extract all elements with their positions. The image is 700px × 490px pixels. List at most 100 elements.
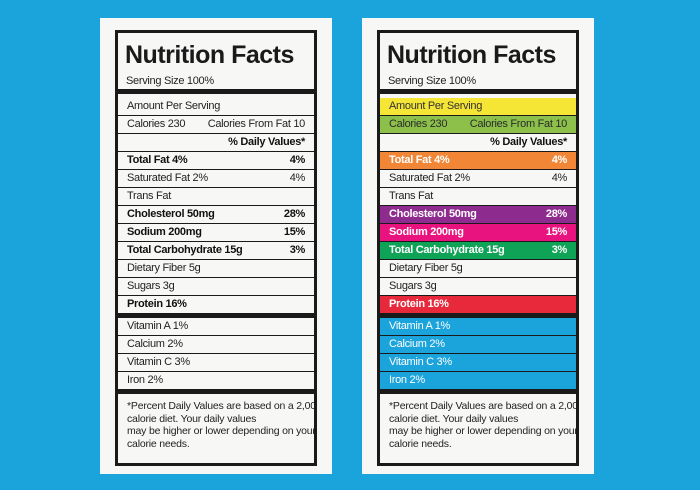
row-label: Amount Per Serving [389, 100, 483, 112]
row-label: Calories 230 [127, 118, 186, 130]
row-value: % Daily Values* [228, 136, 305, 148]
row-label: Vitamin C 3% [389, 356, 452, 368]
serving-size: Serving Size 100% [126, 75, 214, 87]
footnote-line: *Percent Daily Values are based on a 2,0… [389, 400, 579, 412]
row-label: Cholesterol 50mg [127, 208, 215, 220]
row-label: Calcium 2% [389, 338, 445, 350]
row-label: Protein 16% [389, 298, 449, 310]
thick-divider [380, 89, 576, 94]
nutrition-label-colored: Nutrition Facts Serving Size 100% Amount P… [377, 30, 579, 466]
label-title: Nutrition Facts [387, 41, 556, 69]
label-title: Nutrition Facts [125, 41, 294, 69]
row-label: Dietary Fiber 5g [127, 262, 201, 274]
footnote-line: calorie diet. Your daily values [389, 412, 519, 425]
nutrient-row: Protein 16% [118, 296, 314, 313]
colored-nutrition-card: Nutrition Facts Serving Size 100% Amount P… [362, 18, 594, 474]
nutrient-row: Sodium 200mg 15% [118, 224, 314, 242]
row-value: 4% [551, 154, 568, 166]
thick-divider [380, 389, 576, 394]
row-value: % Daily Values* [490, 136, 567, 148]
row-value: 28% [283, 208, 305, 220]
nutrient-row: Calories 230 Calories From Fat 10 [380, 116, 576, 134]
row-label: Vitamin A 1% [389, 320, 451, 332]
nutrient-row: Dietary Fiber 5g [380, 260, 576, 278]
nutrient-row: Total Fat 4% 4% [380, 152, 576, 170]
row-label: Calories 230 [389, 118, 448, 130]
row-value: 4% [551, 172, 568, 184]
vitamin-row: Calcium 2% [118, 336, 314, 354]
row-value: 15% [283, 226, 305, 238]
nutrient-row: Cholesterol 50mg 28% [380, 206, 576, 224]
row-label: Total Fat 4% [389, 154, 450, 166]
row-label: Saturated Fat 2% [127, 172, 208, 184]
row-label: Total Carbohydrate 15g [127, 244, 243, 256]
footnote: *Percent Daily Values are based on a 2,0… [118, 394, 314, 450]
nutrient-row: Sugars 3g [380, 278, 576, 296]
vitamin-row: Iron 2% [380, 372, 576, 389]
nutrient-row: % Daily Values* [118, 134, 314, 152]
nutrition-label-plain: Nutrition Facts Serving Size 100% Amount P… [115, 30, 317, 466]
row-label: Saturated Fat 2% [389, 172, 470, 184]
nutrient-row: Sugars 3g [118, 278, 314, 296]
row-label: Trans Fat [127, 190, 171, 202]
footnote-line: calorie diet. Your daily values [127, 412, 257, 425]
row-label: Protein 16% [127, 298, 187, 310]
row-value: 15% [545, 226, 567, 238]
nutrient-row: Calories 230 Calories From Fat 10 [118, 116, 314, 134]
nutrient-row: Total Carbohydrate 15g 3% [380, 242, 576, 260]
nutrient-row: Total Fat 4% 4% [118, 152, 314, 170]
nutrient-row: Sodium 200mg 15% [380, 224, 576, 242]
thick-divider [118, 89, 314, 94]
row-value: Calories From Fat 10 [207, 118, 306, 130]
thick-divider [118, 313, 314, 318]
row-label: Total Carbohydrate 15g [389, 244, 505, 256]
nutrient-row: Saturated Fat 2% 4% [118, 170, 314, 188]
nutrient-row: Amount Per Serving [380, 98, 576, 116]
footnote-line: *Percent Daily Values are based on a 2,0… [127, 400, 317, 412]
row-value: 3% [289, 244, 306, 256]
vitamin-row: Vitamin A 1% [118, 318, 314, 336]
row-label: Iron 2% [389, 374, 425, 386]
row-label: Sodium 200mg [127, 226, 202, 238]
nutrient-row: Protein 16% [380, 296, 576, 313]
vitamin-row: Iron 2% [118, 372, 314, 389]
thick-divider [118, 389, 314, 394]
footnote: *Percent Daily Values are based on a 2,0… [380, 394, 576, 450]
thick-divider [380, 313, 576, 318]
nutrient-row: Saturated Fat 2% 4% [380, 170, 576, 188]
row-label: Dietary Fiber 5g [389, 262, 463, 274]
serving-size: Serving Size 100% [388, 75, 476, 87]
row-value: 4% [289, 154, 306, 166]
row-label: Trans Fat [389, 190, 433, 202]
vitamin-row: Vitamin C 3% [118, 354, 314, 372]
row-value: 28% [545, 208, 567, 220]
row-label: Iron 2% [127, 374, 163, 386]
nutrient-row: Cholesterol 50mg 28% [118, 206, 314, 224]
nutrient-row: Trans Fat [118, 188, 314, 206]
nutrient-row: Total Carbohydrate 15g 3% [118, 242, 314, 260]
row-label: Cholesterol 50mg [389, 208, 477, 220]
footnote-line: calorie needs. [389, 437, 452, 450]
plain-nutrition-card: Nutrition Facts Serving Size 100% Amount P… [100, 18, 332, 474]
footnote-line: calorie needs. [127, 437, 190, 450]
row-label: Sodium 200mg [389, 226, 464, 238]
row-label: Vitamin A 1% [127, 320, 189, 332]
nutrient-row: Amount Per Serving [118, 98, 314, 116]
row-value: 3% [551, 244, 568, 256]
footnote-line: may be higher or lower depending on your [127, 425, 316, 437]
vitamin-row: Vitamin C 3% [380, 354, 576, 372]
row-label: Total Fat 4% [127, 154, 188, 166]
nutrient-row: Trans Fat [380, 188, 576, 206]
row-label: Calcium 2% [127, 338, 183, 350]
row-value: Calories From Fat 10 [469, 118, 568, 130]
vitamin-row: Vitamin A 1% [380, 318, 576, 336]
nutrient-row: Dietary Fiber 5g [118, 260, 314, 278]
nutrient-row: % Daily Values* [380, 134, 576, 152]
row-label: Sugars 3g [389, 280, 437, 292]
row-value: 4% [289, 172, 306, 184]
row-label: Amount Per Serving [127, 100, 221, 112]
row-label: Sugars 3g [127, 280, 175, 292]
footnote-line: may be higher or lower depending on your [389, 425, 578, 437]
vitamin-row: Calcium 2% [380, 336, 576, 354]
row-label: Vitamin C 3% [127, 356, 190, 368]
